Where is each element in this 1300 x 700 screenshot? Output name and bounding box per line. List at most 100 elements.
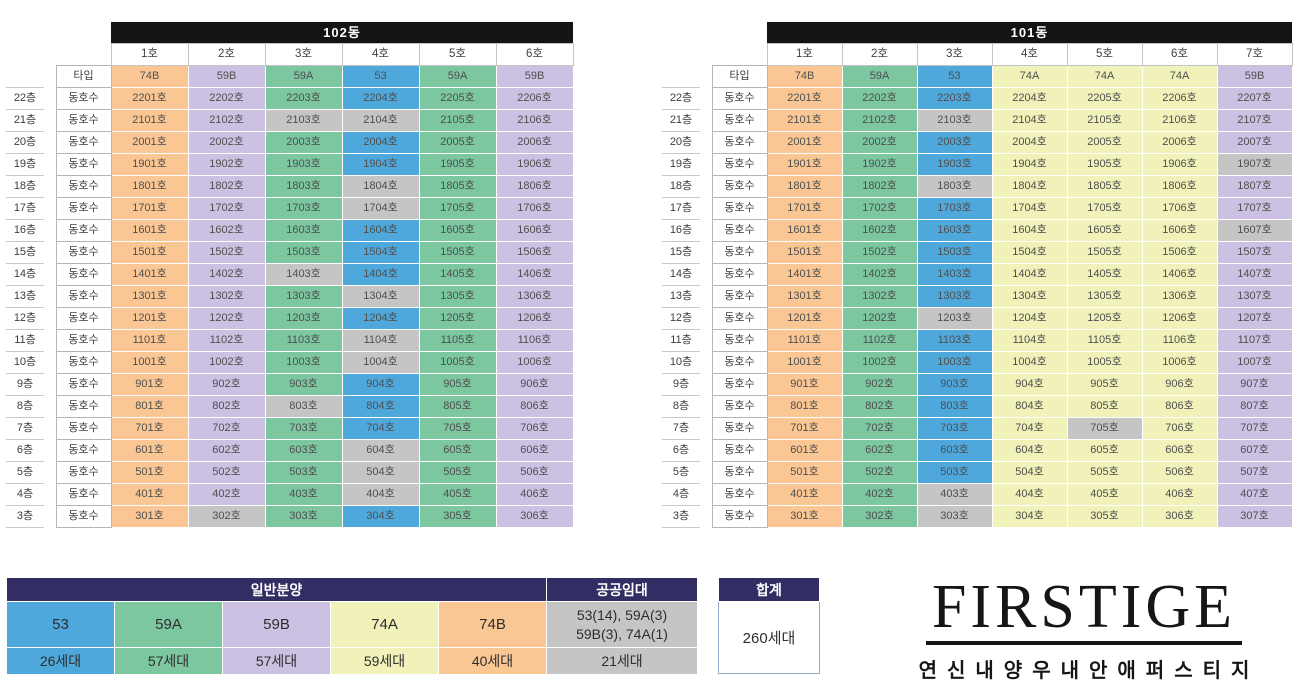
- unit-cell: 1201호: [766, 307, 843, 330]
- floor-label: 18층: [662, 175, 700, 198]
- gap-spacer: [700, 154, 712, 176]
- gap-spacer: [44, 88, 56, 110]
- unit-cell: 2106호: [495, 109, 574, 132]
- column-header: 3호: [916, 43, 993, 66]
- unit-cell: 1107호: [1216, 329, 1293, 352]
- gap-spacer: [700, 66, 712, 88]
- unit-cell: 1102호: [187, 329, 266, 352]
- unit-cell: 1403호: [916, 263, 993, 286]
- unit-cell: 705호: [418, 417, 497, 440]
- floor-row: 22층 동호수 2201호 2202호 2203호 2204호 2205호 2206호 2207…: [662, 87, 1293, 110]
- floor-row: 6층 동호수 601호 602호 603호 604호 605호 606호: [6, 439, 574, 462]
- legend-table: 일반분양 공공임대 53 59A 59B 74A 74B 53(14), 59A(3) 59…: [6, 577, 698, 675]
- unit-cell: 2103호: [916, 109, 993, 132]
- floor-label: 3층: [6, 505, 44, 528]
- unit-cell: 1404호: [341, 263, 420, 286]
- floor-label: 10층: [662, 351, 700, 374]
- unit-cell: 1804호: [341, 175, 420, 198]
- unit-cell: 1706호: [495, 197, 574, 220]
- unit-cell: 1807호: [1216, 175, 1293, 198]
- unit-cell: 403호: [916, 483, 993, 506]
- unit-cell: 806호: [495, 395, 574, 418]
- gap-spacer: [44, 440, 56, 462]
- unit-cell: 1106호: [1141, 329, 1218, 352]
- column-header: 2호: [841, 43, 918, 66]
- unit-cell: 1004호: [991, 351, 1068, 374]
- unit-cell: 2001호: [766, 131, 843, 154]
- floor-label: 14층: [6, 263, 44, 286]
- unit-cell: 1101호: [110, 329, 189, 352]
- unit-cell: 507호: [1216, 461, 1293, 484]
- total-count: 260세대: [718, 601, 820, 674]
- unit-cell: 1302호: [841, 285, 918, 308]
- floor-label: 13층: [662, 285, 700, 308]
- row-label: 동호수: [55, 505, 112, 528]
- unit-cell: 1302호: [187, 285, 266, 308]
- unit-cell: 1806호: [495, 175, 574, 198]
- legend-type-cell: 74B: [438, 601, 547, 648]
- unit-cell: 605호: [418, 439, 497, 462]
- type-cell: 59B: [1216, 65, 1293, 88]
- column-header: 2호: [187, 43, 266, 66]
- floor-spacer: [6, 65, 44, 88]
- unit-cell: 1006호: [495, 351, 574, 374]
- legend-count-cell: 26세대: [6, 647, 115, 675]
- unit-cell: 702호: [187, 417, 266, 440]
- row-label: 동호수: [711, 351, 768, 374]
- unit-cell: 2207호: [1216, 87, 1293, 110]
- unit-cell: 606호: [1141, 439, 1218, 462]
- floor-row: 6층 동호수 601호 602호 603호 604호 605호 606호 607호: [662, 439, 1293, 462]
- type-cell: 53: [916, 65, 993, 88]
- gap-spacer: [44, 66, 56, 88]
- floor-row: 17층 동호수 1701호 1702호 1703호 1704호 1705호 1706호 1707…: [662, 197, 1293, 220]
- floor-row: 10층 동호수 1001호 1002호 1003호 1004호 1005호 1006호: [6, 351, 574, 374]
- unit-cell: 607호: [1216, 439, 1293, 462]
- unit-cell: 1004호: [341, 351, 420, 374]
- legend-count-cell: 57세대: [114, 647, 223, 675]
- unit-cell: 1106호: [495, 329, 574, 352]
- unit-cell: 1002호: [841, 351, 918, 374]
- unit-cell: 1404호: [991, 263, 1068, 286]
- unit-cell: 2101호: [110, 109, 189, 132]
- floor-label: 5층: [6, 461, 44, 484]
- type-cell: 59B: [187, 65, 266, 88]
- unit-cell: 1806호: [1141, 175, 1218, 198]
- unit-cell: 1603호: [264, 219, 343, 242]
- row-label: 동호수: [55, 373, 112, 396]
- floor-spacer: [662, 44, 700, 66]
- gap-spacer: [44, 44, 56, 66]
- unit-cell: 1203호: [264, 307, 343, 330]
- unit-cell: 2202호: [187, 87, 266, 110]
- unit-cell: 1305호: [1066, 285, 1143, 308]
- gap-spacer: [700, 374, 712, 396]
- unit-cell: 1607호: [1216, 219, 1293, 242]
- floor-row: 4층 동호수 401호 402호 403호 404호 405호 406호: [6, 483, 574, 506]
- unit-cell: 2006호: [495, 131, 574, 154]
- floor-row: 12층 동호수 1201호 1202호 1203호 1204호 1205호 1206호 1207…: [662, 307, 1293, 330]
- row-label: 동호수: [55, 197, 112, 220]
- unit-cell: 1602호: [187, 219, 266, 242]
- unit-cell: 2005호: [1066, 131, 1143, 154]
- floor-row: 19층 동호수 1901호 1902호 1903호 1904호 1905호 1906호: [6, 153, 574, 176]
- gap-spacer: [700, 352, 712, 374]
- row-label: 동호수: [711, 395, 768, 418]
- unit-cell: 1401호: [110, 263, 189, 286]
- unit-cell: 1204호: [341, 307, 420, 330]
- column-header: 5호: [1066, 43, 1143, 66]
- column-header: 4호: [341, 43, 420, 66]
- unit-cell: 503호: [264, 461, 343, 484]
- unit-cell: 704호: [991, 417, 1068, 440]
- unit-cell: 1005호: [1066, 351, 1143, 374]
- unit-cell: 1506호: [1141, 241, 1218, 264]
- unit-cell: 2002호: [841, 131, 918, 154]
- unit-cell: 2205호: [418, 87, 497, 110]
- unit-cell: 1002호: [187, 351, 266, 374]
- type-cell: 53: [341, 65, 420, 88]
- unit-cell: 1602호: [841, 219, 918, 242]
- unit-cell: 1405호: [418, 263, 497, 286]
- unit-cell: 701호: [110, 417, 189, 440]
- unit-cell: 906호: [495, 373, 574, 396]
- floor-label: 16층: [6, 219, 44, 242]
- floor-row: 9층 동호수 901호 902호 903호 904호 905호 906호 907호: [662, 373, 1293, 396]
- gap-spacer: [700, 506, 712, 528]
